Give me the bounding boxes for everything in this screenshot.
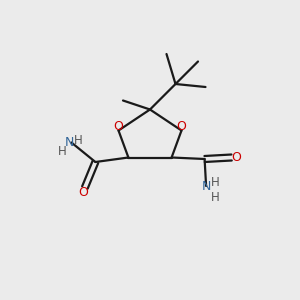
Text: N: N	[65, 136, 75, 149]
Text: O: O	[79, 185, 88, 199]
Text: H: H	[211, 191, 220, 204]
Text: N: N	[202, 179, 211, 193]
Text: O: O	[177, 120, 186, 134]
Text: O: O	[231, 151, 241, 164]
Text: H: H	[57, 145, 66, 158]
Text: O: O	[114, 120, 123, 134]
Text: H: H	[74, 134, 82, 148]
Text: H: H	[211, 176, 220, 190]
